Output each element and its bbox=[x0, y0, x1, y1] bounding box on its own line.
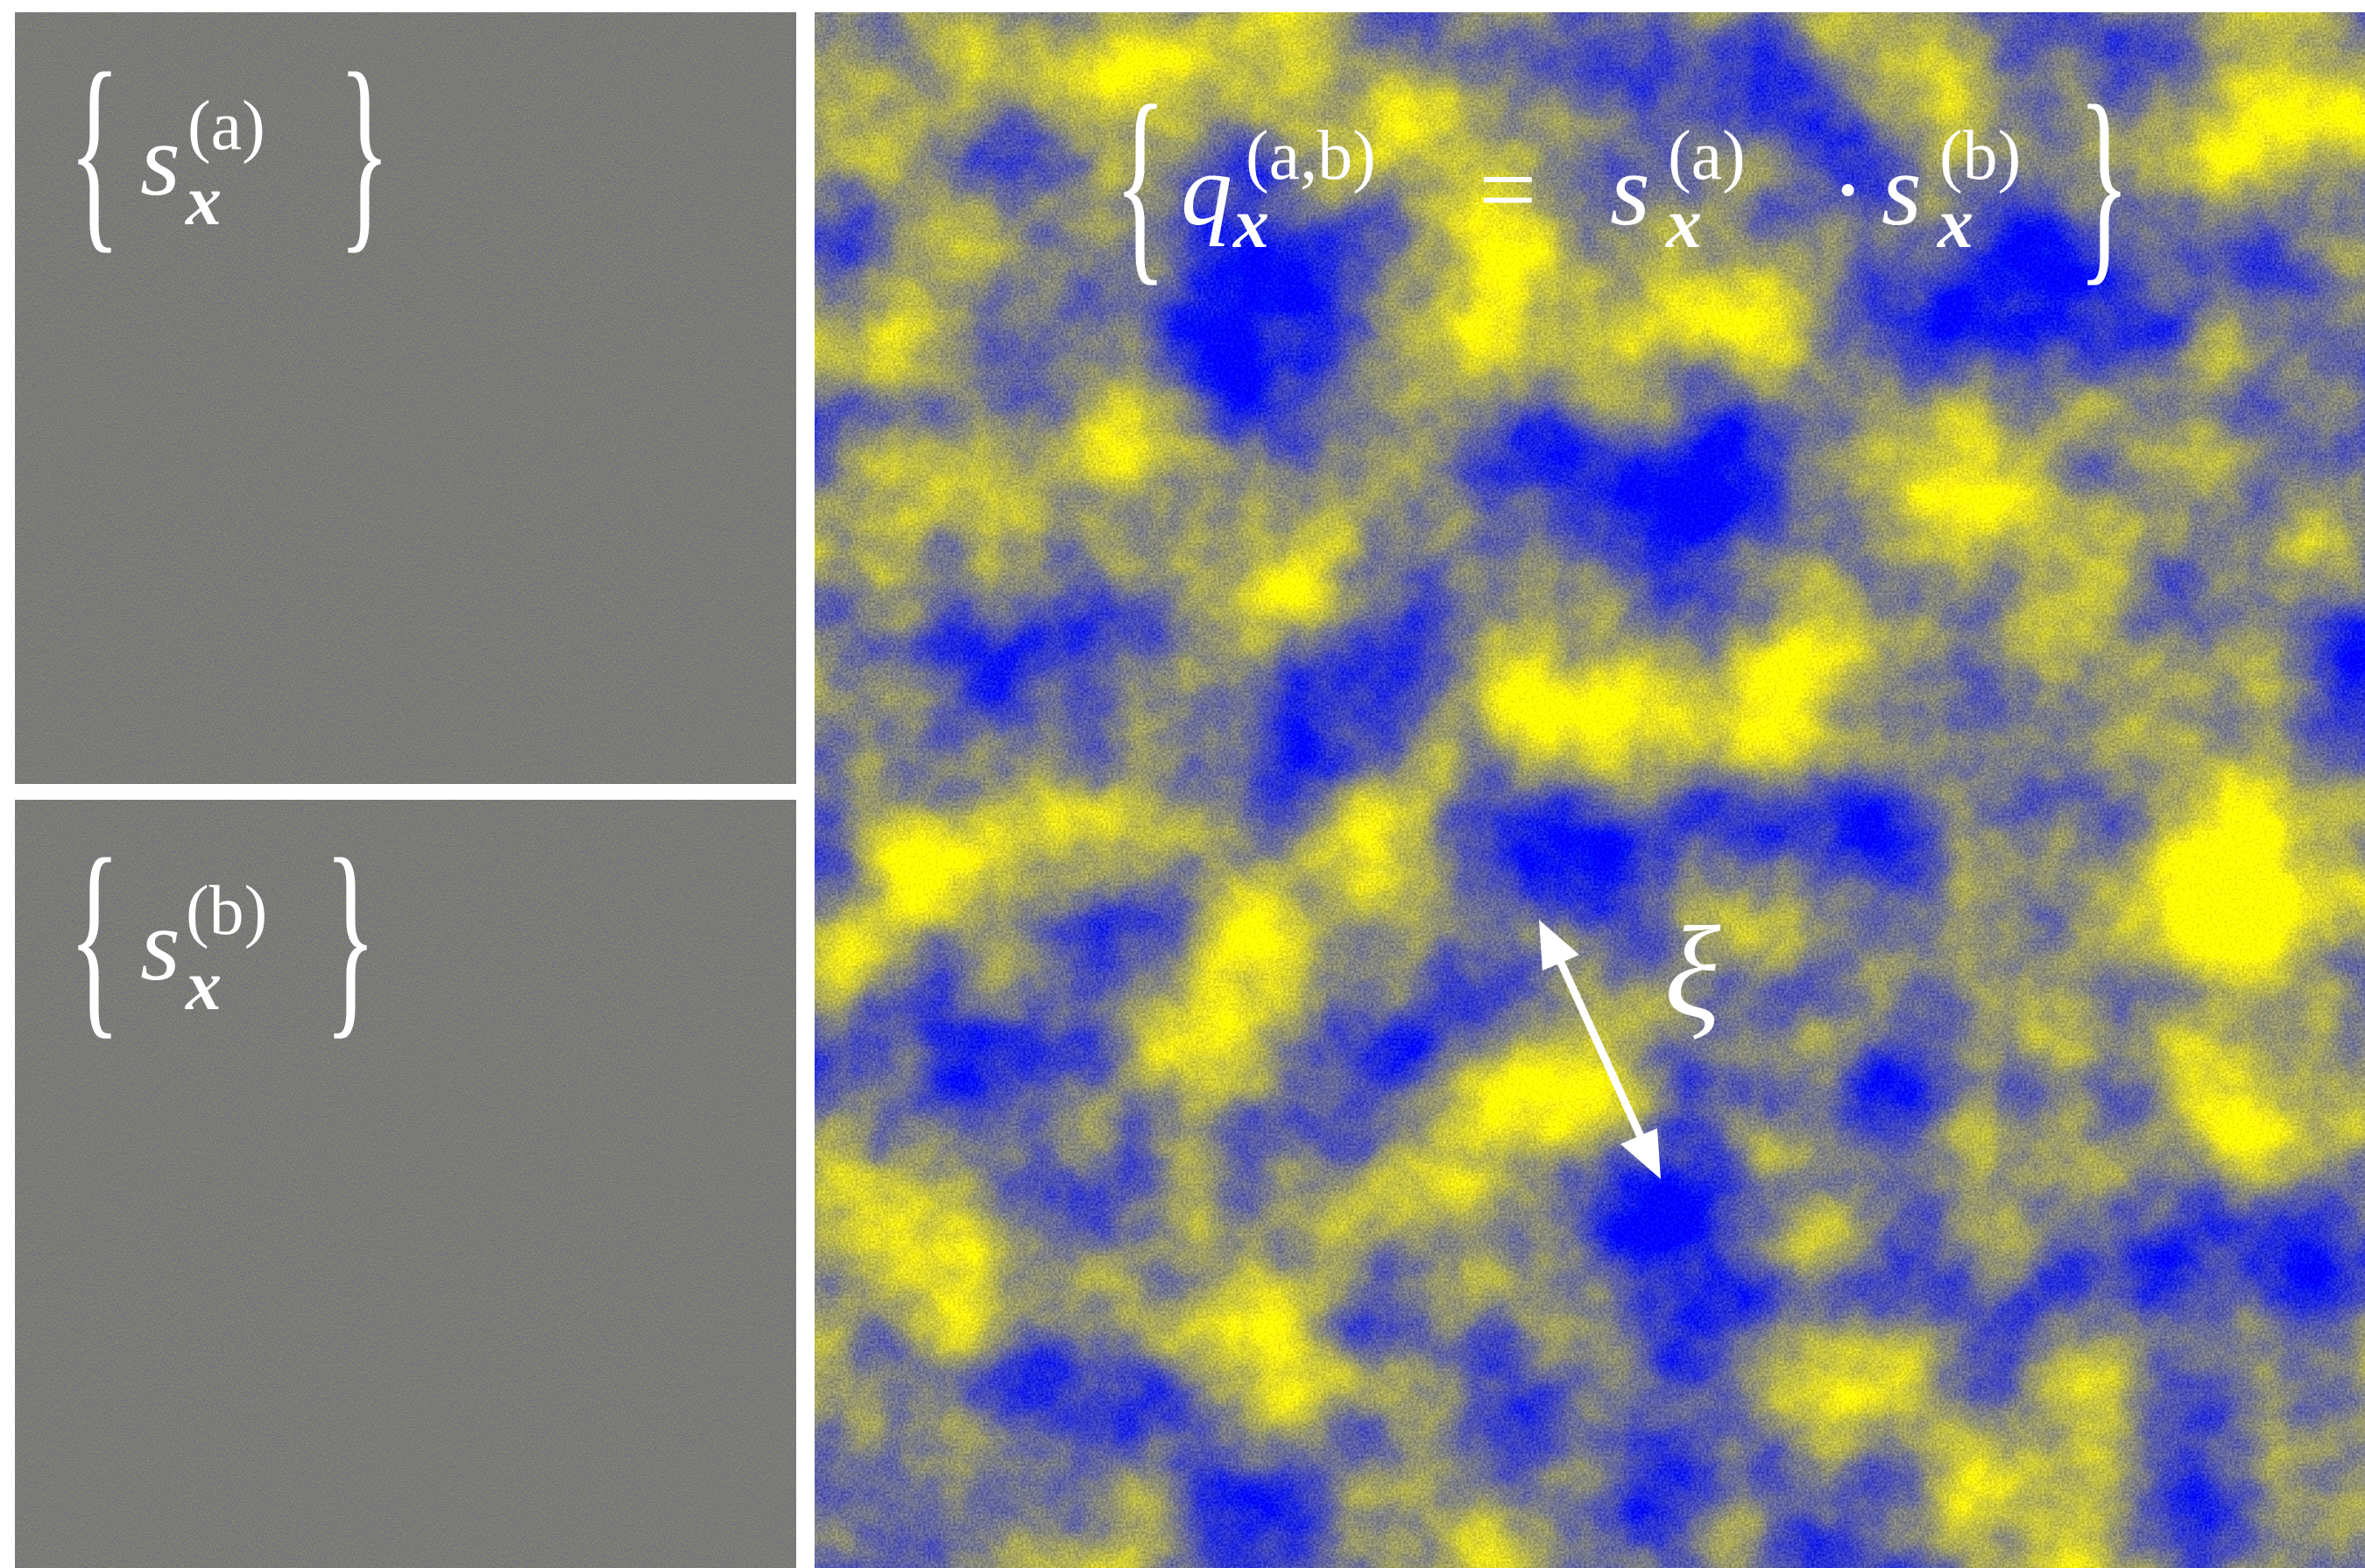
superscript: (b) bbox=[186, 872, 267, 950]
dot: · bbox=[1831, 132, 1865, 247]
open-brace: { bbox=[1114, 60, 1167, 303]
open-brace: { bbox=[68, 28, 121, 271]
equals: = bbox=[1479, 132, 1537, 247]
symbol: s bbox=[140, 102, 180, 217]
subscript: x bbox=[185, 945, 222, 1025]
subscript: x bbox=[1937, 183, 1973, 263]
page: {"panels": [ {"open": "{", "label": {"ba… bbox=[0, 0, 2365, 1568]
symbol: s bbox=[1610, 132, 1650, 247]
close-brace: } bbox=[324, 814, 377, 1056]
subscript: x bbox=[185, 160, 222, 240]
symbol: q bbox=[1181, 132, 1232, 247]
overlap-field bbox=[815, 12, 2365, 1568]
subscript: x bbox=[1232, 183, 1269, 263]
symbol: s bbox=[1881, 132, 1922, 247]
figure: { s (a) x } { s (b) x } { q (a,b) x = s … bbox=[0, 0, 2365, 1568]
open-brace: { bbox=[68, 814, 121, 1056]
panel-b-field bbox=[15, 800, 796, 1568]
close-brace: } bbox=[338, 28, 391, 271]
subscript: x bbox=[1665, 183, 1702, 263]
superscript: (a) bbox=[187, 88, 265, 165]
symbol: s bbox=[140, 887, 180, 1002]
close-brace: } bbox=[2078, 60, 2130, 303]
correlation-length-label: ξ bbox=[1664, 900, 1721, 1045]
panel-a-field bbox=[15, 12, 796, 784]
